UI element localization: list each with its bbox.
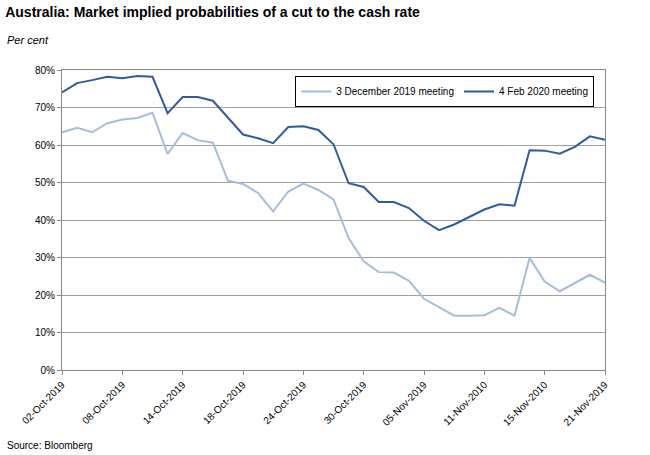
svg-text:02-Oct-2019: 02-Oct-2019	[20, 379, 67, 426]
svg-text:08-Oct-2019: 08-Oct-2019	[80, 379, 127, 426]
svg-text:0%: 0%	[41, 365, 56, 376]
svg-text:14-Oct-2019: 14-Oct-2019	[141, 379, 188, 426]
svg-text:80%: 80%	[35, 65, 55, 76]
svg-text:05-Nov-2019: 05-Nov-2019	[380, 379, 429, 428]
svg-text:30-Oct-2019: 30-Oct-2019	[322, 379, 369, 426]
svg-text:Per cent: Per cent	[7, 34, 49, 46]
svg-text:18-Oct-2019: 18-Oct-2019	[201, 379, 248, 426]
svg-text:40%: 40%	[35, 215, 55, 226]
svg-text:60%: 60%	[35, 140, 55, 151]
svg-text:3 December 2019 meeting: 3 December 2019 meeting	[336, 86, 454, 97]
svg-text:30%: 30%	[35, 252, 55, 263]
svg-text:50%: 50%	[35, 177, 55, 188]
svg-text:70%: 70%	[35, 102, 55, 113]
svg-text:21-Nov-2019: 21-Nov-2019	[561, 379, 610, 428]
svg-text:24-Oct-2019: 24-Oct-2019	[261, 379, 308, 426]
svg-text:15-Nov-2010: 15-Nov-2010	[501, 379, 550, 428]
svg-text:20%: 20%	[35, 290, 55, 301]
svg-text:Australia: Market implied prob: Australia: Market implied probabilities …	[5, 4, 420, 20]
svg-text:10%: 10%	[35, 327, 55, 338]
svg-text:11-Nov-2010: 11-Nov-2010	[441, 379, 489, 427]
svg-text:Source: Bloomberg: Source: Bloomberg	[7, 440, 93, 451]
svg-text:4 Feb 2020 meeting: 4 Feb 2020 meeting	[499, 86, 588, 97]
